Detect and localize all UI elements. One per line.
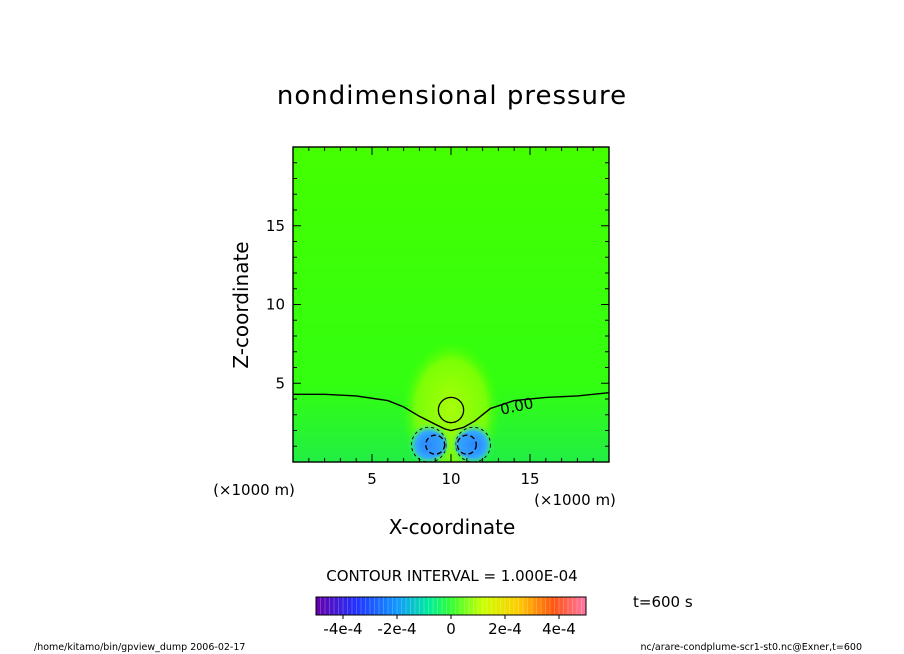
positive-contour	[437, 396, 465, 424]
x-tick-label: 5	[367, 470, 377, 488]
axis-ticks	[292, 146, 610, 463]
x-tick-label: 15	[520, 470, 539, 488]
x-tick-label: 10	[441, 470, 460, 488]
colorbar-tick-label: 0	[446, 620, 456, 638]
time-label: t=600 s	[633, 593, 693, 611]
footer-left: /home/kitamo/bin/gpview_dump 2006-02-17	[34, 642, 245, 653]
y-tick-label: 10	[266, 296, 285, 314]
colorbar: -4e-4 -2e-4 0 2e-4 4e-4	[315, 596, 587, 638]
negative-contour-1	[425, 434, 446, 455]
x-unit-label: (×1000 m)	[534, 491, 616, 509]
chart-title: nondimensional pressure	[277, 81, 627, 111]
zero-contour-line	[293, 392, 609, 432]
negative-core-2	[454, 432, 479, 457]
z-unit-label: (×1000 m)	[213, 481, 295, 499]
colorbar-tick-label: 4e-4	[542, 620, 576, 638]
plot-area: 0.00 5 10 15 5 10 15	[266, 146, 610, 488]
colorbar-gradient	[316, 597, 586, 615]
negative-core-1	[423, 432, 448, 457]
y-tick-label: 15	[266, 217, 285, 235]
footer-right: nc/arare-condplume-scr1-st0.nc@Exner,t=6…	[640, 642, 862, 653]
y-axis-label: Z-coordinate	[229, 241, 253, 368]
contour-field: 0.00	[293, 147, 609, 462]
x-axis-label: X-coordinate	[389, 515, 516, 539]
colorbar-tick-label: -4e-4	[323, 620, 362, 638]
negative-contour-2	[456, 434, 477, 455]
contour-interval-text: CONTOUR INTERVAL = 1.000E-04	[326, 567, 577, 585]
colorbar-tick-label: 2e-4	[488, 620, 522, 638]
y-tick-label: 5	[275, 374, 285, 392]
colorbar-tick-label: -2e-4	[377, 620, 416, 638]
